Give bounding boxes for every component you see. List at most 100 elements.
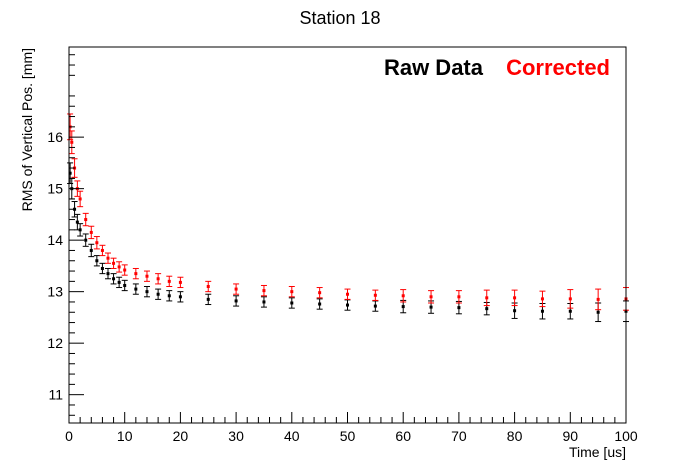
marker xyxy=(262,300,266,304)
data-point xyxy=(93,236,100,250)
data-point xyxy=(99,262,106,275)
marker xyxy=(206,297,210,301)
data-point xyxy=(344,288,351,300)
marker xyxy=(106,256,110,260)
marker xyxy=(373,304,377,308)
marker xyxy=(429,305,433,309)
marker xyxy=(485,307,489,311)
marker xyxy=(290,290,294,294)
marker xyxy=(178,295,182,299)
data-point xyxy=(177,276,184,289)
data-point xyxy=(77,190,84,208)
marker xyxy=(318,291,322,295)
y-axis-title: RMS of Vertical Pos. [mm] xyxy=(19,48,35,211)
marker xyxy=(89,248,93,252)
marker xyxy=(234,287,238,291)
data-point xyxy=(205,280,212,293)
marker xyxy=(346,303,349,307)
marker xyxy=(84,238,88,242)
x-tick-label: 30 xyxy=(228,428,244,444)
data-point xyxy=(455,290,462,304)
data-point xyxy=(166,290,173,302)
data-point xyxy=(288,286,295,298)
data-point xyxy=(121,264,128,276)
y-tick-label: 15 xyxy=(47,181,63,197)
data-point xyxy=(143,286,150,298)
legend-entry-raw-data: Raw Data xyxy=(384,55,484,80)
data-point xyxy=(372,300,379,312)
x-tick-label: 10 xyxy=(117,428,133,444)
data-point xyxy=(177,291,184,303)
data-point xyxy=(155,288,162,300)
data-point xyxy=(288,297,295,309)
data-point xyxy=(539,290,546,308)
x-tick-label: 0 xyxy=(65,428,73,444)
data-point xyxy=(400,289,407,303)
marker xyxy=(112,277,116,281)
data-point xyxy=(93,255,100,267)
marker xyxy=(206,285,210,289)
data-point xyxy=(143,270,150,282)
marker xyxy=(84,218,88,222)
data-point xyxy=(567,289,574,309)
marker xyxy=(318,302,322,306)
x-tick-label: 100 xyxy=(614,428,638,444)
marker xyxy=(596,310,600,314)
marker xyxy=(134,272,138,276)
marker xyxy=(513,296,517,300)
marker xyxy=(89,230,93,234)
data-point xyxy=(82,212,89,227)
marker xyxy=(100,266,104,270)
y-tick-label: 11 xyxy=(48,387,63,403)
marker xyxy=(373,293,377,297)
data-point xyxy=(116,276,123,289)
marker xyxy=(156,277,160,281)
marker xyxy=(262,289,266,293)
legend: Raw Data Corrected xyxy=(384,55,610,80)
data-point xyxy=(316,298,323,310)
marker xyxy=(568,309,572,313)
data-point xyxy=(205,293,212,306)
marker xyxy=(145,290,149,294)
data-point xyxy=(99,244,106,257)
data-point xyxy=(116,261,123,273)
data-point xyxy=(233,295,240,307)
data-point xyxy=(104,252,111,264)
marker xyxy=(70,140,74,144)
data-point xyxy=(110,273,117,285)
data-point xyxy=(260,284,267,297)
marker xyxy=(178,280,182,284)
marker xyxy=(429,295,433,299)
marker xyxy=(112,261,116,265)
chart-title: Station 18 xyxy=(299,8,380,28)
data-point xyxy=(483,289,490,307)
data-point xyxy=(132,283,139,295)
marker xyxy=(540,297,544,301)
marker xyxy=(75,220,79,224)
x-tick-label: 70 xyxy=(451,428,467,444)
data-point xyxy=(511,289,518,307)
marker xyxy=(78,197,82,201)
data-point xyxy=(132,267,139,280)
marker xyxy=(167,279,171,283)
data-point xyxy=(88,225,95,240)
marker xyxy=(457,295,461,299)
data-point xyxy=(316,287,323,299)
data-point xyxy=(344,299,351,311)
marker xyxy=(68,171,72,175)
marker xyxy=(134,287,138,291)
x-tick-label: 60 xyxy=(395,428,411,444)
data-point xyxy=(88,243,95,258)
axes: 0 10 20 30 40 50 60 70 80 90 100 11 12 13 14 15 16 xyxy=(47,46,638,444)
marker xyxy=(95,241,99,245)
marker xyxy=(485,296,489,300)
data-point xyxy=(372,289,379,301)
marker xyxy=(457,306,461,310)
data-point xyxy=(166,275,173,288)
marker xyxy=(596,297,600,301)
x-tick-label: 90 xyxy=(563,428,579,444)
marker xyxy=(156,292,160,296)
marker xyxy=(123,283,127,287)
marker xyxy=(540,309,544,313)
